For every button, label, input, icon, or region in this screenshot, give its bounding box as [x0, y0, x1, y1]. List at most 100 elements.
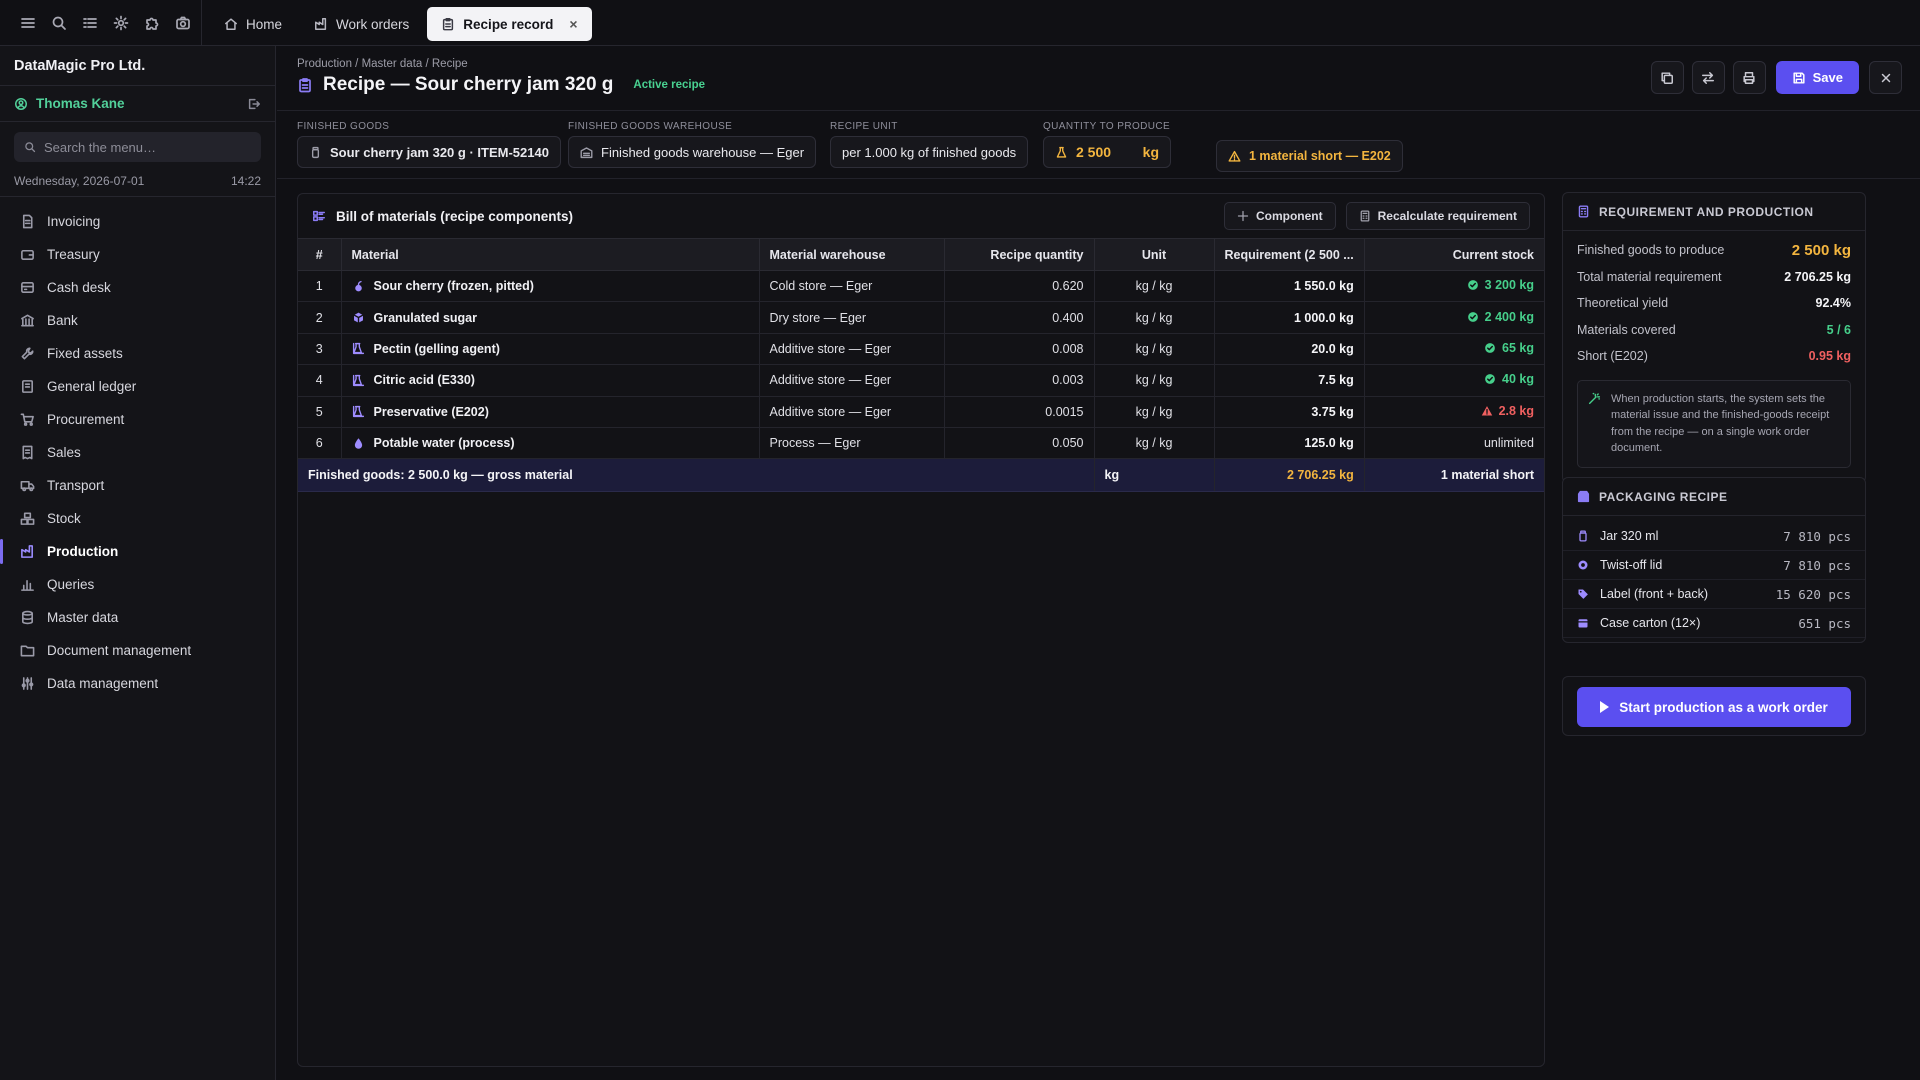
invoice-icon: [22, 214, 33, 229]
list-item: Jar 320 ml 7 810 pcs: [1563, 522, 1865, 551]
material-cell: Sour cherry (frozen, pitted): [341, 270, 760, 303]
recalculate-button[interactable]: Recalculate requirement: [1345, 202, 1530, 230]
logout-icon[interactable]: [247, 97, 261, 111]
tab-work-orders[interactable]: Work orders: [300, 7, 423, 41]
checklist-icon[interactable]: [74, 8, 105, 38]
bom-table: # Material Material warehouse Recipe qua…: [298, 238, 1544, 493]
warehouse-field: FINISHED GOODS WAREHOUSE Finished goods …: [568, 121, 817, 168]
col-warehouse[interactable]: Material warehouse: [759, 238, 945, 271]
table-row[interactable]: 4 Citric acid (E330) Additive store — Eg…: [298, 364, 1544, 397]
tab-recipe-record[interactable]: Recipe record ×: [427, 7, 592, 41]
menu-search-input[interactable]: [44, 139, 244, 155]
material-name: Pectin (gelling agent): [373, 341, 500, 356]
bom-panel: Bill of materials (recipe components) Co…: [297, 193, 1545, 1067]
tab-work-orders-label: Work orders: [336, 16, 410, 32]
sidebar-item-treasury[interactable]: Treasury: [0, 238, 275, 271]
quantity-input[interactable]: 2 500 kg: [1043, 136, 1171, 168]
row-index: 4: [298, 364, 342, 397]
sidebar-item-queries[interactable]: Queries: [0, 568, 275, 601]
info-note-text: When production starts, the system sets …: [1611, 392, 1830, 455]
add-component-button[interactable]: Component: [1223, 202, 1336, 230]
search-icon[interactable]: [43, 8, 74, 38]
row-index: 6: [298, 427, 342, 460]
start-production-button[interactable]: Start production as a work order: [1577, 687, 1851, 727]
packaging-title: PACKAGING RECIPE: [1599, 489, 1728, 504]
sidebar-item-procurement[interactable]: Procurement: [0, 403, 275, 436]
duplicate-button[interactable]: [1650, 61, 1684, 94]
save-button[interactable]: Save: [1775, 61, 1859, 94]
col-recipe-qty[interactable]: Recipe quantity: [944, 238, 1095, 271]
stock-cell: 2 400 kg: [1364, 301, 1544, 334]
gear-icon[interactable]: [105, 8, 136, 38]
cherry-icon: [354, 280, 362, 292]
warehouse-value: Finished goods warehouse — Eger: [601, 144, 805, 160]
sidebar-item-bank[interactable]: Bank: [0, 304, 275, 337]
sidebar-item-document-management[interactable]: Document management: [0, 634, 275, 667]
col-current-stock[interactable]: Current stock: [1364, 238, 1544, 271]
warning-icon: [1481, 405, 1492, 416]
save-icon: [1793, 71, 1805, 84]
packaging-item-name: Label (front + back): [1600, 587, 1709, 601]
menu-icon[interactable]: [12, 8, 43, 38]
col-index[interactable]: #: [298, 238, 342, 271]
table-row[interactable]: 6 Potable water (process) Process — Eger…: [298, 427, 1544, 460]
field-label: FINISHED GOODS WAREHOUSE: [568, 121, 733, 132]
table-row[interactable]: 2 Granulated sugar Dry store — Eger 0.40…: [298, 301, 1544, 334]
sidebar-item-cash-desk[interactable]: Cash desk: [0, 271, 275, 304]
stock-cell: 40 kg: [1364, 364, 1544, 397]
table-row[interactable]: 5 Preservative (E202) Additive store — E…: [298, 396, 1544, 428]
menu-search[interactable]: [14, 132, 261, 162]
sidebar-item-production[interactable]: Production: [0, 535, 275, 568]
user-circle-icon: [15, 97, 27, 110]
warehouse-cell: Process — Eger: [759, 427, 945, 460]
col-requirement[interactable]: Requirement (2 500 ...: [1214, 238, 1365, 271]
chart-icon: [21, 579, 34, 591]
close-tab-icon[interactable]: ×: [569, 16, 578, 32]
sidebar-item-invoicing[interactable]: Invoicing: [0, 205, 275, 238]
table-row[interactable]: 3 Pectin (gelling agent) Additive store …: [298, 333, 1544, 366]
packaging-item-name: Jar 320 ml: [1600, 529, 1659, 543]
sidebar-item-data-management[interactable]: Data management: [0, 667, 275, 700]
warehouse-cell: Additive store — Eger: [759, 333, 945, 366]
sidebar-item-transport[interactable]: Transport: [0, 469, 275, 502]
list-item: Case carton (12×) 651 pcs: [1563, 609, 1865, 638]
tab-recipe-record-label: Recipe record: [463, 16, 554, 32]
sidebar-item-master-data[interactable]: Master data: [0, 601, 275, 634]
sidebar-item-fixed-assets[interactable]: Fixed assets: [0, 337, 275, 370]
warehouse-select[interactable]: Finished goods warehouse — Eger: [568, 136, 817, 168]
swap-button[interactable]: [1691, 61, 1725, 94]
droplet-icon: [354, 437, 362, 449]
row-index: 1: [298, 270, 342, 303]
table-header-row: # Material Material warehouse Recipe qua…: [298, 238, 1544, 271]
packaging-item-name: Case carton (12×): [1600, 616, 1701, 630]
print-button[interactable]: [1732, 61, 1766, 94]
sidebar-item-general-ledger[interactable]: General ledger: [0, 370, 275, 403]
row-index: 5: [298, 396, 342, 428]
puzzle-icon[interactable]: [136, 8, 167, 38]
sidebar-item-label: Treasury: [47, 247, 100, 262]
start-production-label: Start production as a work order: [1619, 699, 1828, 715]
stock-cell: unlimited: [1364, 427, 1544, 460]
finished-goods-value: Sour cherry jam 320 g · ITEM-52140: [330, 144, 549, 160]
sidebar-item-sales[interactable]: Sales: [0, 436, 275, 469]
tab-home[interactable]: Home: [210, 7, 296, 41]
boxes-icon: [20, 512, 35, 525]
copy-icon: [1661, 71, 1674, 84]
camera-icon[interactable]: [167, 8, 198, 38]
kv-materials-covered: Materials covered 5 / 6: [1563, 317, 1865, 344]
current-time: 14:22: [230, 174, 261, 188]
table-row[interactable]: 1 Sour cherry (frozen, pitted) Cold stor…: [298, 270, 1544, 303]
wrench-icon: [21, 347, 34, 360]
col-material[interactable]: Material: [341, 238, 760, 271]
kv-yield: Theoretical yield 92.4%: [1563, 290, 1865, 317]
finished-goods-select[interactable]: Sour cherry jam 320 g · ITEM-52140: [297, 136, 561, 168]
col-unit[interactable]: Unit: [1094, 238, 1215, 271]
clipboard-icon: [443, 18, 454, 31]
flask-icon: [352, 374, 364, 386]
close-button[interactable]: [1869, 61, 1902, 94]
shortage-badge[interactable]: 1 material short — E202: [1216, 140, 1403, 172]
recipe-unit-select[interactable]: per 1.000 kg of finished goods: [830, 136, 1029, 168]
sidebar-item-stock[interactable]: Stock: [0, 502, 275, 535]
material-cell: Pectin (gelling agent): [341, 333, 760, 366]
check-circle-icon: [1485, 374, 1495, 385]
